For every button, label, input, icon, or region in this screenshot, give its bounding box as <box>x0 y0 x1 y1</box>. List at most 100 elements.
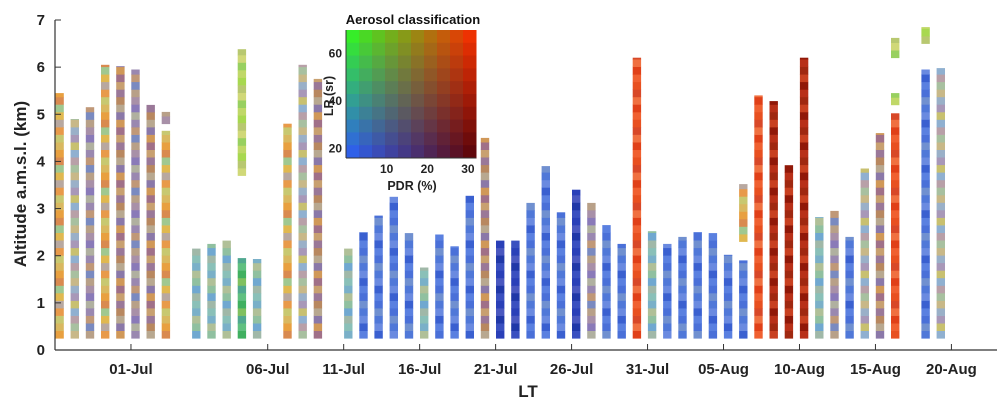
bar-segment <box>587 270 596 279</box>
bar-segment <box>55 104 64 113</box>
bar-segment <box>875 277 885 286</box>
bar-segment <box>70 225 79 233</box>
inset-cell <box>411 42 425 57</box>
bar-segment <box>70 270 79 279</box>
bar-segment <box>70 194 79 203</box>
altitude-bar <box>70 119 79 339</box>
bar-segment <box>283 232 292 241</box>
bar-segment <box>830 217 839 226</box>
bar-segment <box>70 255 79 264</box>
bar-segment <box>237 262 247 271</box>
bar-segment <box>313 210 323 218</box>
altitude-bar <box>374 215 383 339</box>
bar-segment <box>784 293 794 301</box>
bar-segment <box>678 315 687 324</box>
bar-segment <box>55 262 64 271</box>
bar-segment <box>252 300 262 309</box>
bar-segment <box>921 172 930 181</box>
bar-segment <box>298 210 307 218</box>
bar-segment <box>55 210 64 218</box>
bar-segment <box>891 210 900 218</box>
altitude-bar <box>435 234 444 339</box>
bar-segment <box>298 240 307 249</box>
bar-segment <box>207 308 216 316</box>
bar-segment <box>101 127 110 135</box>
bar-segment <box>55 217 64 226</box>
bar-segment <box>632 330 642 339</box>
bar-segment <box>617 262 626 271</box>
inset-cell <box>385 106 399 121</box>
bar-segment <box>632 293 642 301</box>
bar-segment <box>146 111 155 120</box>
bar-segment <box>875 232 885 241</box>
bar-segment <box>891 172 900 181</box>
bar-segment <box>237 277 247 286</box>
bar-segment <box>252 277 262 286</box>
inset-cell <box>424 68 438 82</box>
bar-segment <box>754 142 763 150</box>
bar-segment <box>936 247 945 256</box>
bar-segment <box>480 210 490 218</box>
inset-x-axis-title: PDR (%) <box>387 179 436 193</box>
bar-segment <box>556 225 566 233</box>
bar-segment <box>572 300 581 309</box>
bar-segment <box>55 111 64 120</box>
bar-segment <box>55 202 64 211</box>
bar-segment <box>921 210 930 218</box>
bar-segment <box>420 267 429 271</box>
bar-segment <box>632 104 642 113</box>
bar-segment <box>116 149 125 158</box>
bar-segment <box>131 293 140 301</box>
bar-segment <box>572 330 581 339</box>
bar-segment <box>526 210 535 218</box>
bar-segment <box>435 240 444 249</box>
bar-segment <box>146 255 155 264</box>
bar-segment <box>936 293 945 301</box>
bar-segment <box>116 225 125 233</box>
bar-segment <box>921 225 930 233</box>
bar-segment <box>70 142 79 150</box>
bar-segment <box>450 285 459 294</box>
bar-segment <box>131 210 140 218</box>
bar-segment <box>116 323 125 331</box>
bar-segment <box>632 217 642 226</box>
bar-segment <box>936 240 945 249</box>
inset-cell <box>437 119 451 133</box>
bar-segment <box>632 225 642 233</box>
bar-segment <box>875 308 885 316</box>
bar-segment <box>723 308 733 316</box>
bar-segment <box>101 172 110 181</box>
bar-segment <box>708 293 718 301</box>
bar-segment <box>465 308 474 316</box>
bar-segment <box>252 308 262 316</box>
bar-segment <box>55 149 64 158</box>
bar-segment <box>480 137 490 143</box>
bar-segment <box>891 217 900 226</box>
bar-segment <box>723 277 733 286</box>
axes-layer: 0 1 2 3 4 5 6 7 01-Jul 06-Jul 11-Jul 16-Jul 21-Jul 26… <box>37 12 997 378</box>
bar-segment <box>602 277 611 286</box>
bar-segment <box>815 330 824 339</box>
inset-cell <box>346 42 360 57</box>
bar-segment <box>389 255 398 264</box>
bar-segment <box>799 308 809 316</box>
bar-segment <box>708 277 718 286</box>
bar-segment <box>815 300 824 309</box>
inset-cell <box>385 55 399 69</box>
bar-segment <box>450 270 459 279</box>
bar-segment <box>632 210 642 218</box>
bar-segment <box>511 240 520 249</box>
bar-segment <box>480 172 490 181</box>
bar-segment <box>389 196 398 203</box>
bar-segment <box>602 247 611 256</box>
inset-cell <box>372 68 386 82</box>
y-tick-label: 6 <box>37 59 45 76</box>
bar-segment <box>936 202 945 211</box>
inset-cell <box>437 42 451 57</box>
bar-segment <box>101 202 110 211</box>
inset-cell <box>398 55 412 69</box>
bar-segment <box>283 149 292 158</box>
bar-segment <box>739 203 748 212</box>
bar-segment <box>754 277 763 286</box>
bar-segment <box>85 107 95 113</box>
